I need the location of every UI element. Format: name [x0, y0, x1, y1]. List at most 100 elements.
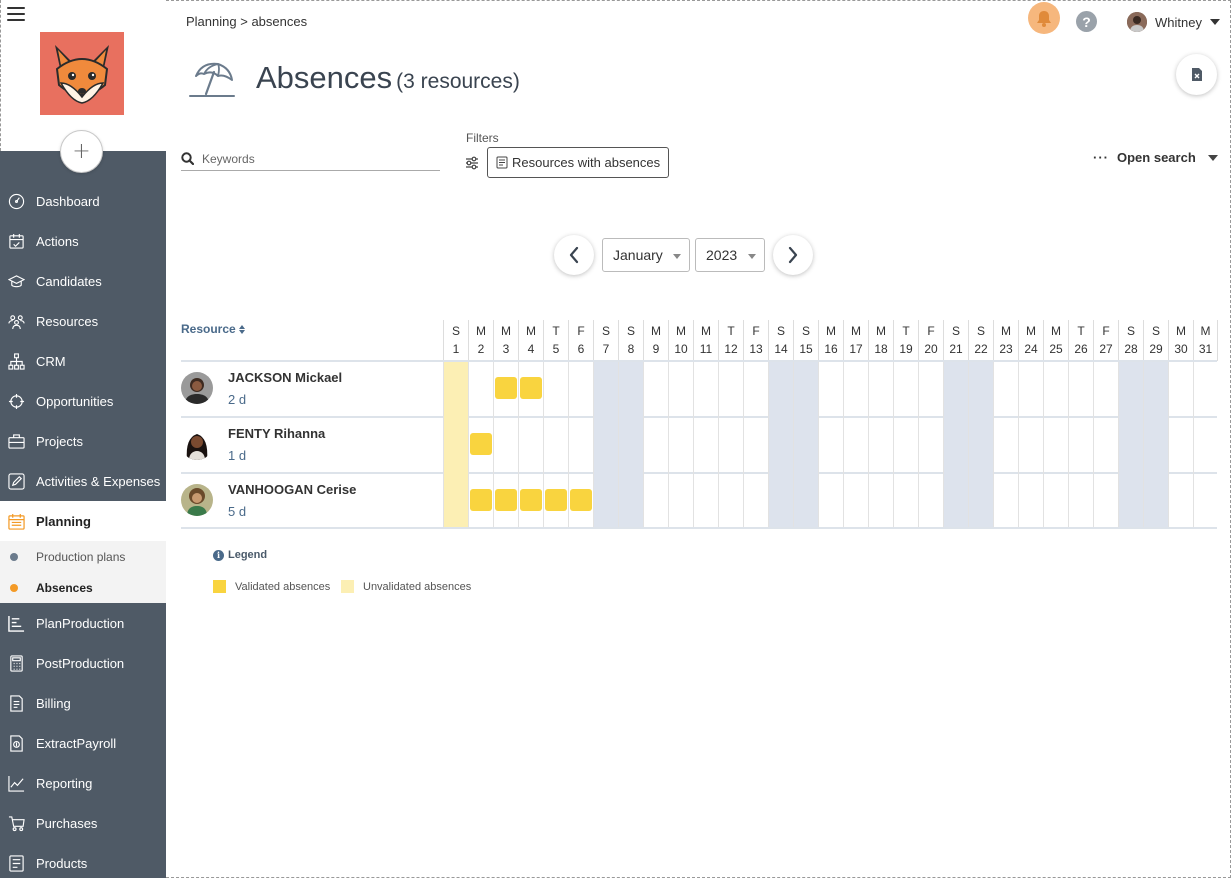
day-header: S 29: [1143, 320, 1168, 361]
day-column: [1068, 362, 1093, 527]
filter-chip-resources-with-absences[interactable]: Resources with absences: [487, 147, 670, 178]
day-header: S 28: [1118, 320, 1143, 361]
year-select[interactable]: 2023: [695, 238, 765, 272]
sidebar-item-reporting[interactable]: Reporting: [0, 763, 166, 803]
absence-block[interactable]: [470, 489, 492, 511]
line-chart-icon: [0, 775, 30, 792]
absence-block[interactable]: [570, 489, 592, 511]
sidebar-item-postproduction[interactable]: PostProduction: [0, 643, 166, 683]
sidebar-item-planning[interactable]: Planning: [0, 501, 166, 541]
day-number: 5: [552, 342, 560, 356]
info-icon: i: [213, 549, 224, 561]
day-column: [918, 362, 943, 527]
day-number: 18: [874, 342, 888, 356]
keywords-input[interactable]: [202, 151, 422, 166]
resource-name: JACKSON Mickael: [228, 370, 343, 385]
sliders-icon[interactable]: [465, 156, 479, 170]
sidebar-item-billing[interactable]: Billing: [0, 683, 166, 723]
breadcrumb-planning[interactable]: Planning: [186, 14, 237, 29]
sidebar-item-label: Billing: [36, 695, 71, 711]
sidebar-item-candidates[interactable]: Candidates: [0, 261, 166, 301]
day-column: [718, 362, 743, 527]
resource-column-label: Resource: [181, 322, 236, 336]
day-number: 3: [502, 342, 510, 356]
sidebar-item-activities-expenses[interactable]: Activities & Expenses: [0, 461, 166, 501]
day-number: 6: [577, 342, 585, 356]
resource-row[interactable]: FENTY Rihanna 1 d: [181, 418, 325, 463]
sidebar-item-label: Candidates: [36, 273, 102, 289]
absence-block[interactable]: [520, 377, 542, 399]
day-letter: S: [626, 324, 635, 338]
sidebar-item-label: Products: [36, 855, 88, 871]
absence-block[interactable]: [520, 489, 542, 511]
user-menu[interactable]: Whitney: [1127, 12, 1220, 32]
day-header: F 27: [1093, 320, 1118, 361]
day-letter: S: [801, 324, 810, 338]
day-header: M 23: [993, 320, 1018, 361]
absence-block[interactable]: [495, 489, 517, 511]
day-letter: F: [927, 324, 935, 338]
sidebar-item-label: Purchases: [36, 815, 98, 831]
export-button[interactable]: [1176, 54, 1217, 95]
resource-row[interactable]: JACKSON Mickael 2 d: [181, 362, 342, 407]
sidebar-item-projects[interactable]: Projects: [0, 421, 166, 461]
day-column: [1043, 362, 1068, 527]
page-title-text: Absences: [256, 60, 393, 95]
fox-logo[interactable]: [40, 32, 124, 115]
day-column: [468, 362, 493, 527]
help-button[interactable]: ?: [1076, 11, 1097, 32]
notifications-button[interactable]: [1028, 2, 1060, 34]
more-dots-icon: ···: [1093, 150, 1109, 165]
absence-block[interactable]: [545, 489, 567, 511]
next-month-button[interactable]: [773, 235, 813, 275]
day-header: S 14: [768, 320, 793, 361]
user-name: Whitney: [1155, 14, 1202, 30]
legend-unvalidated: Unvalidated absences: [341, 580, 471, 593]
subnav-item-absences[interactable]: Absences: [0, 572, 166, 603]
sidebar-item-planproduction[interactable]: PlanProduction: [0, 603, 166, 643]
resource-days: 2 d: [228, 392, 247, 407]
sort-icon: [238, 324, 245, 334]
day-letter: M: [1051, 324, 1061, 338]
resource-avatar: [181, 372, 213, 404]
open-search-button[interactable]: ··· Open search: [1093, 150, 1218, 165]
day-header: M 24: [1018, 320, 1043, 361]
absence-block[interactable]: [470, 433, 492, 455]
sidebar-item-label: CRM: [36, 353, 66, 369]
day-letter: M: [651, 324, 661, 338]
search-icon: [181, 152, 194, 165]
absence-block[interactable]: [495, 377, 517, 399]
previous-month-button[interactable]: [554, 235, 594, 275]
day-letter: S: [951, 324, 960, 338]
day-number: 17: [849, 342, 863, 356]
sidebar-item-resources[interactable]: Resources: [0, 301, 166, 341]
org-chart-icon: [0, 352, 30, 370]
sidebar: + Dashboard Actions Candidates Resources…: [0, 0, 166, 878]
sidebar-item-label: Opportunities: [36, 393, 114, 409]
chevron-down-icon: [1209, 19, 1220, 25]
sidebar-item-purchases[interactable]: Purchases: [0, 803, 166, 843]
sidebar-item-opportunities[interactable]: Opportunities: [0, 381, 166, 421]
resource-column-header[interactable]: Resource: [181, 322, 245, 336]
sidebar-item-extractpayroll[interactable]: ExtractPayroll: [0, 723, 166, 763]
subnav-item-production-plans[interactable]: Production plans: [0, 541, 166, 572]
row-separator: [181, 527, 1217, 529]
day-number: 8: [627, 342, 635, 356]
day-number: 21: [949, 342, 963, 356]
sidebar-item-actions[interactable]: Actions: [0, 221, 166, 261]
resource-row[interactable]: VANHOOGAN Cerise 5 d: [181, 474, 356, 519]
day-column: [1193, 362, 1218, 527]
day-letter: M: [851, 324, 861, 338]
hamburger-menu-icon[interactable]: [7, 7, 25, 23]
month-select[interactable]: January: [602, 238, 690, 272]
sidebar-item-crm[interactable]: CRM: [0, 341, 166, 381]
day-letter: M: [1026, 324, 1036, 338]
add-button[interactable]: +: [60, 130, 103, 173]
day-column: [643, 362, 668, 527]
sidebar-item-dashboard[interactable]: Dashboard: [0, 181, 166, 221]
sidebar-item-label: Activities & Expenses: [36, 473, 161, 489]
sidebar-item-products[interactable]: Products: [0, 843, 166, 878]
